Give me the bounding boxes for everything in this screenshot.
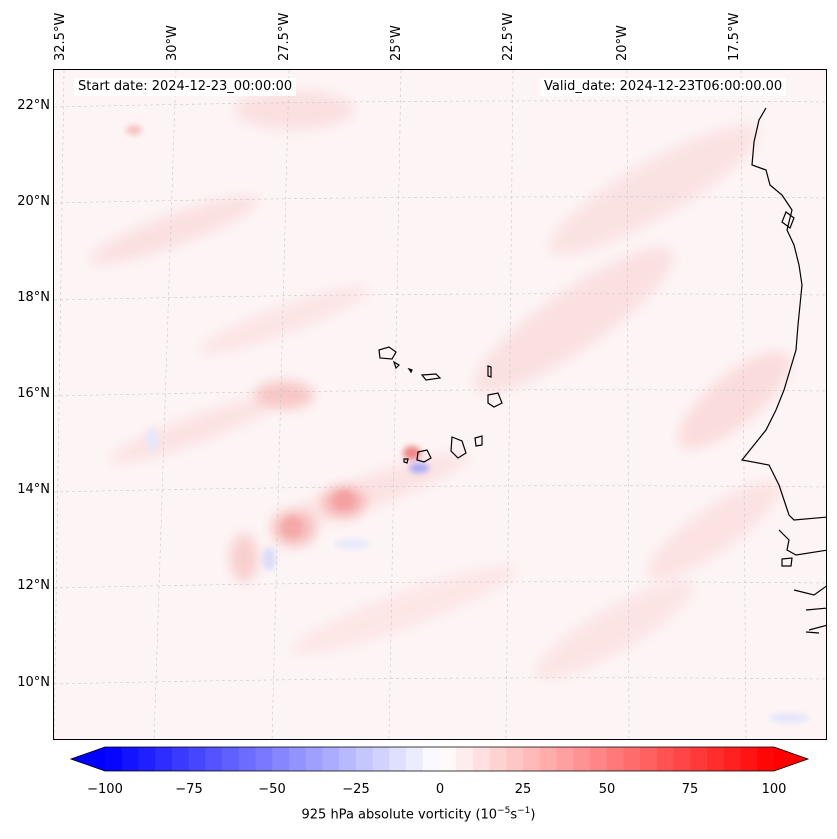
colorbar-segment	[590, 747, 608, 771]
colorbar-segment	[506, 747, 524, 771]
colorbar-segment	[556, 747, 574, 771]
colorbar-segment	[105, 747, 123, 771]
colorbar-tick: −75	[175, 782, 203, 797]
colorbar-segment	[255, 747, 273, 771]
colorbar-segment	[138, 747, 156, 771]
colorbar-segment	[690, 747, 708, 771]
colorbar-segment	[707, 747, 725, 771]
lat-label-16n: 16°N	[17, 386, 50, 401]
colorbar-outline	[70, 746, 810, 772]
colorbar-segment	[456, 747, 474, 771]
lat-label-12n: 12°N	[17, 578, 50, 593]
colorbar-segment	[389, 747, 407, 771]
colorbar-extend-min	[71, 747, 105, 771]
colorbar-segment	[422, 747, 440, 771]
colorbar-segment	[238, 747, 257, 771]
colorbar-segment	[372, 747, 390, 771]
lat-label-20n: 20°N	[17, 194, 50, 209]
colorbar-segment	[757, 747, 775, 771]
colorbar-segment	[406, 747, 424, 771]
colorbar-segment	[539, 747, 558, 771]
vorticity-extremes	[126, 125, 809, 723]
colorbar-tick: −100	[87, 782, 123, 797]
start-date-label: Start date: 2024-12-23_00:00:00	[74, 78, 297, 96]
lon-label-27-5w: 27.5°W	[277, 12, 292, 61]
colorbar-tick: 100	[761, 782, 787, 797]
colorbar-segment	[439, 747, 457, 771]
colorbar-segment	[640, 747, 658, 771]
colorbar-extend-max	[774, 747, 808, 771]
lat-label-14n: 14°N	[17, 482, 50, 497]
colorbar-label: 925 hPa absolute vorticity (10−5s−1)	[301, 806, 536, 823]
colorbar-segment	[623, 747, 641, 771]
lon-label-32-5w: 32.5°W	[53, 12, 68, 61]
lat-label-10n: 10°N	[17, 675, 50, 690]
colorbar-segment	[305, 747, 323, 771]
lat-label-22n: 22°N	[17, 98, 50, 113]
colorbar-segment	[723, 747, 742, 771]
lon-label-25w: 25°W	[389, 25, 404, 61]
colorbar-segment	[656, 747, 675, 771]
lat-label-18n: 18°N	[17, 290, 50, 305]
colorbar-segment	[472, 747, 491, 771]
colorbar-segment	[205, 747, 223, 771]
colorbar-segment	[355, 747, 374, 771]
colorbar-segment	[288, 747, 307, 771]
colorbar-tick: 0	[435, 782, 445, 797]
colorbar-tick: 25	[514, 782, 532, 797]
valid-date-label: Valid_date: 2024-12-23T06:00:00.00	[540, 78, 787, 96]
colorbar-segment	[523, 747, 541, 771]
colorbar-segment	[606, 747, 624, 771]
colorbar-segment	[222, 747, 240, 771]
coastline	[378, 107, 826, 634]
colorbar-segment	[673, 747, 691, 771]
vorticity-field	[54, 70, 826, 739]
colorbar-tick: −50	[258, 782, 286, 797]
lon-label-30w: 30°W	[165, 25, 180, 61]
lon-label-20w: 20°W	[615, 25, 630, 61]
colorbar-tick: −25	[342, 782, 370, 797]
graticule	[54, 70, 826, 739]
colorbar-segment	[573, 747, 591, 771]
vorticity-shading	[89, 90, 790, 679]
colorbar-segment	[322, 747, 340, 771]
map-panel	[53, 69, 827, 740]
colorbar-segment	[121, 747, 139, 771]
lon-label-17-5w: 17.5°W	[727, 12, 742, 61]
colorbar-tick: 75	[681, 782, 699, 797]
colorbar-segment	[272, 747, 290, 771]
colorbar-segment	[188, 747, 206, 771]
colorbar-segment	[740, 747, 758, 771]
colorbar-segment	[155, 747, 173, 771]
colorbar-segment	[339, 747, 357, 771]
colorbar	[70, 746, 810, 772]
colorbar-segment	[489, 747, 507, 771]
colorbar-segment	[171, 747, 190, 771]
colorbar-tick: 50	[598, 782, 616, 797]
lon-label-22-5w: 22.5°W	[501, 12, 516, 61]
